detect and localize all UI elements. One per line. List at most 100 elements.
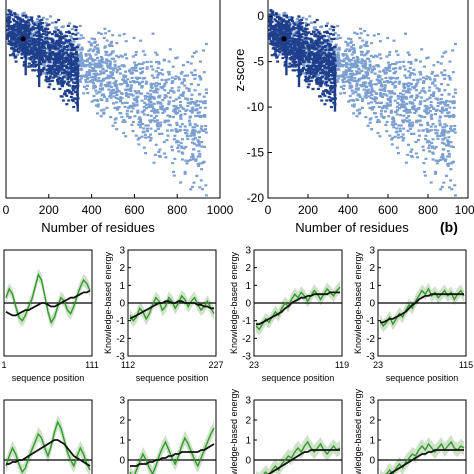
scatter-point <box>378 79 382 83</box>
scatter-point <box>34 44 38 47</box>
scatter-point <box>84 54 88 57</box>
scatter-point <box>158 125 162 128</box>
scatter-point <box>16 29 20 32</box>
scatter-point <box>388 92 392 95</box>
scatter-point <box>105 39 109 42</box>
scatter-point <box>321 35 325 38</box>
scatter-point <box>154 51 158 54</box>
scatter-point <box>321 41 325 45</box>
scatter-point <box>353 77 357 80</box>
scatter-point <box>403 119 407 122</box>
scatter-point <box>431 82 434 85</box>
scatter-point <box>156 127 160 130</box>
scatter-point <box>292 40 296 43</box>
scatter-point <box>303 60 307 63</box>
scatter-point <box>321 37 325 41</box>
scatter-point <box>325 40 329 43</box>
scatter-point <box>8 13 12 16</box>
scatter-point <box>356 71 360 74</box>
scatter-point <box>390 123 394 126</box>
scatter-point <box>8 41 12 44</box>
scatter-point <box>90 63 93 66</box>
scatter-point <box>312 26 316 29</box>
scatter-point <box>435 87 439 90</box>
scatter-point <box>91 75 95 78</box>
scatter-point <box>398 60 402 64</box>
scatter-point <box>75 53 79 56</box>
scatter-point <box>282 43 286 46</box>
scatter-point <box>304 48 308 51</box>
scatter-point <box>16 30 20 34</box>
scatter-point <box>70 78 74 81</box>
scatter-point <box>169 89 172 92</box>
scatter-point <box>420 48 424 51</box>
scatter-point <box>94 63 98 67</box>
scatter-point <box>405 82 408 86</box>
scatter-point <box>9 11 13 14</box>
scatter-point <box>402 65 406 68</box>
scatter-point <box>149 85 153 88</box>
scatter-point <box>198 153 202 156</box>
scatter-point <box>288 29 292 32</box>
scatter-point <box>95 66 99 69</box>
scatter-point <box>376 78 380 81</box>
scatter-point <box>84 78 88 82</box>
scatter-point <box>37 23 41 26</box>
black-trace <box>130 443 215 467</box>
scatter-point <box>157 96 161 99</box>
scatter-point <box>353 64 357 67</box>
scatter-point <box>446 114 450 117</box>
scatter-point <box>303 54 307 57</box>
scatter-point <box>397 82 401 85</box>
x-tick-label: 200 <box>39 203 59 217</box>
scatter-point <box>179 125 182 128</box>
scatter-point <box>363 65 366 69</box>
scatter-point <box>50 41 54 44</box>
scatter-point <box>107 30 111 33</box>
scatter-point <box>316 66 320 69</box>
scatter-point <box>104 85 108 88</box>
scatter-point <box>421 87 425 90</box>
scatter-point <box>438 116 442 119</box>
scatter-point <box>453 194 457 197</box>
scatter-point <box>336 64 340 67</box>
scatter-point <box>185 162 189 165</box>
scatter-point <box>204 128 207 131</box>
scatter-point <box>60 46 64 49</box>
scatter-point <box>68 42 72 45</box>
scatter-point <box>56 34 59 37</box>
scatter-point <box>373 72 377 75</box>
scatter-point <box>443 89 447 92</box>
scatter-point <box>380 78 384 81</box>
scatter-point <box>338 36 342 39</box>
scatter-point <box>153 111 156 114</box>
scatter-point <box>45 58 49 61</box>
scatter-point <box>39 43 42 46</box>
scatter-point <box>29 52 33 55</box>
scatter-point <box>405 109 408 112</box>
scatter-point <box>345 55 349 58</box>
scatter-point <box>142 61 146 64</box>
scatter-point <box>411 121 415 124</box>
y-axis-label: Knowledge-based energy <box>103 251 113 354</box>
scatter-point <box>173 134 177 137</box>
scatter-point <box>65 31 68 34</box>
scatter-point <box>160 68 164 71</box>
scatter-point <box>79 56 83 59</box>
scatter-point <box>11 35 15 38</box>
scatter-point <box>282 35 286 38</box>
scatter-point <box>361 97 364 100</box>
scatter-point <box>364 76 368 79</box>
scatter-point <box>425 75 429 78</box>
scatter-point <box>333 46 336 49</box>
scatter-point <box>73 75 77 78</box>
scatter-point <box>47 37 50 40</box>
scatter-point <box>13 23 16 26</box>
panel-frame <box>3 399 93 474</box>
scatter-point <box>346 44 350 47</box>
scatter-point <box>423 109 427 112</box>
scatter-point <box>161 111 165 114</box>
scatter-point <box>333 57 337 60</box>
scatter-point <box>362 88 366 91</box>
scatter-point <box>409 62 413 65</box>
